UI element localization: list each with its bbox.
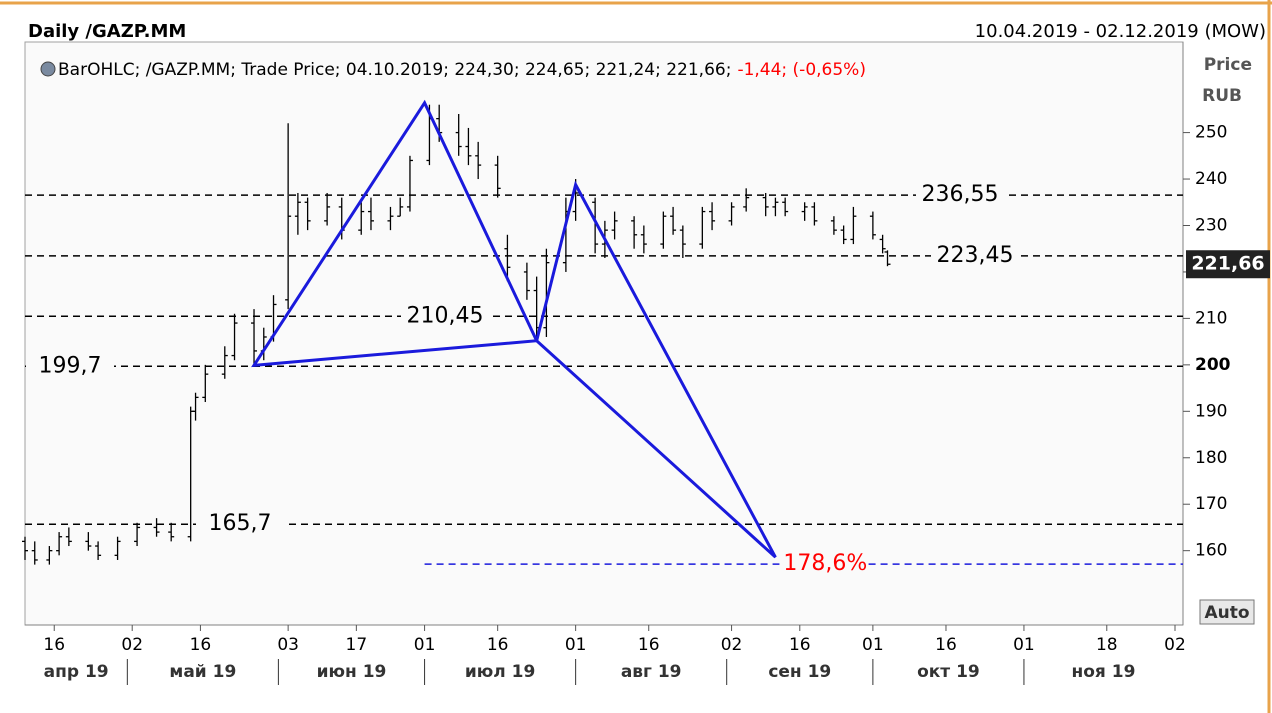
level-label-bg xyxy=(916,182,1004,209)
month-label: июн 19 xyxy=(317,662,387,682)
legend-change: -1,44; (-0,65%) xyxy=(737,60,866,80)
pattern-triangle xyxy=(251,99,539,368)
legend-main: BarOHLC; /GAZP.MM; Trade Price; 04.10.20… xyxy=(58,60,731,80)
x-tick-label: 18 xyxy=(1096,635,1118,655)
y-axis-unit: RUB xyxy=(1202,86,1242,106)
x-tick-label: 16 xyxy=(43,635,65,655)
level-label-bg xyxy=(931,242,1019,269)
legend-icon xyxy=(40,61,56,77)
level-label: 223,45 xyxy=(937,243,1014,268)
x-tick-label: 01 xyxy=(862,635,884,655)
target-label: 178,6% xyxy=(783,551,867,576)
x-tick-label: 16 xyxy=(935,635,957,655)
y-tick-label: 240 xyxy=(1195,169,1227,189)
level-label-bg xyxy=(196,511,284,538)
x-tick-label: 01 xyxy=(414,635,436,655)
month-label: окт 19 xyxy=(917,662,980,682)
date-range: 10.04.2019 - 02.12.2019 (MOW) xyxy=(975,21,1266,42)
auto-button[interactable] xyxy=(1199,599,1255,625)
x-tick-label: 16 xyxy=(638,635,660,655)
x-tick-label: 16 xyxy=(190,635,212,655)
last-price-label: 221,66 xyxy=(1191,253,1264,275)
level-label: 236,55 xyxy=(922,182,999,207)
y-tick-label: 160 xyxy=(1195,541,1227,561)
y-tick-label: 250 xyxy=(1195,123,1227,143)
target-label-bg xyxy=(779,552,864,575)
legend-text: BarOHLC; /GAZP.MM; Trade Price; 04.10.20… xyxy=(58,60,866,80)
month-label: сен 19 xyxy=(768,662,831,682)
last-price-tag xyxy=(1186,250,1270,279)
x-tick-label: 16 xyxy=(487,635,509,655)
pattern-triangle xyxy=(534,180,777,559)
x-tick-label: 03 xyxy=(277,635,299,655)
month-label: май 19 xyxy=(169,662,236,682)
level-label: 165,7 xyxy=(209,511,272,536)
x-tick-label: 17 xyxy=(346,635,368,655)
y-tick-label: 190 xyxy=(1195,401,1227,421)
level-label: 210,45 xyxy=(407,303,484,328)
month-label: ноя 19 xyxy=(1072,662,1136,682)
y-tick-label: 170 xyxy=(1195,494,1227,514)
y-tick-label: 180 xyxy=(1195,448,1227,468)
auto-button-label[interactable]: Auto xyxy=(1204,603,1249,623)
x-tick-label: 16 xyxy=(789,635,811,655)
level-label: 199,7 xyxy=(39,353,102,378)
x-tick-label: 01 xyxy=(1013,635,1035,655)
x-tick-label: 02 xyxy=(721,635,743,655)
level-label-bg xyxy=(26,353,114,380)
x-tick-label: 01 xyxy=(565,635,587,655)
y-axis-title: Price xyxy=(1204,55,1252,75)
x-tick-label: 02 xyxy=(1164,635,1186,655)
plot-area xyxy=(24,41,1184,626)
level-label-bg xyxy=(401,303,489,330)
y-tick-label: 230 xyxy=(1195,215,1227,235)
month-label: авг 19 xyxy=(621,662,682,682)
month-label: апр 19 xyxy=(44,662,109,682)
month-label: июл 19 xyxy=(465,662,535,682)
y-tick-label: 200 xyxy=(1195,355,1231,375)
x-tick-label: 02 xyxy=(121,635,143,655)
y-tick-label: 210 xyxy=(1195,308,1227,328)
chart-title: Daily /GAZP.MM xyxy=(28,21,186,42)
